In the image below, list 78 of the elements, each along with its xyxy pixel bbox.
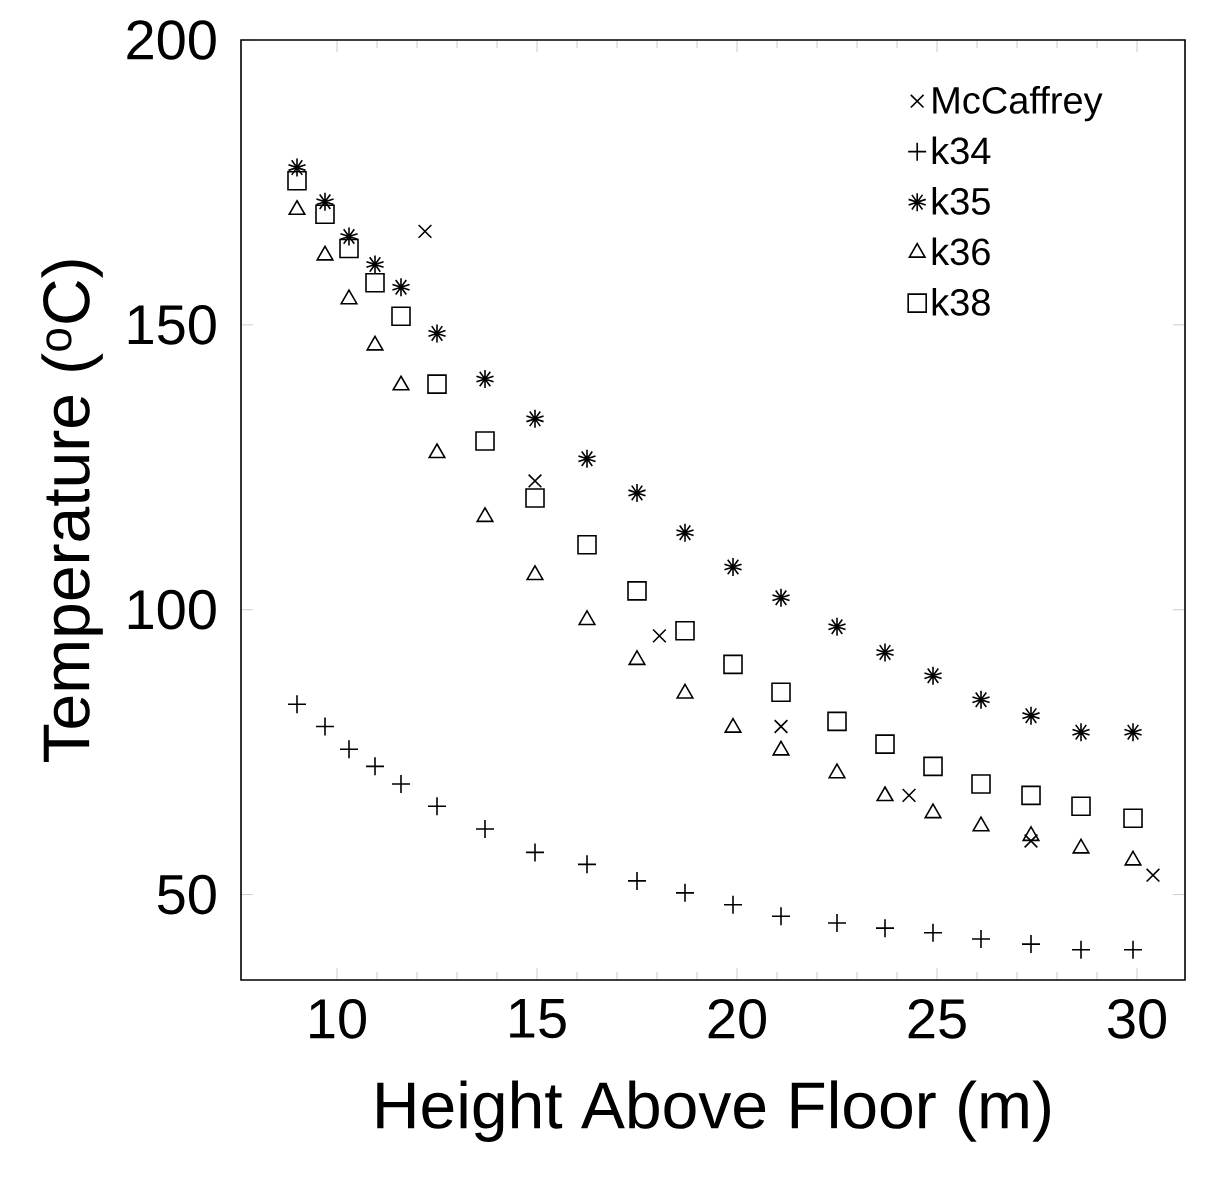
point bbox=[391, 306, 411, 327]
point bbox=[924, 803, 942, 819]
point bbox=[972, 816, 990, 832]
point bbox=[723, 654, 743, 675]
y-tick-label: 200 bbox=[127, 20, 216, 60]
point bbox=[827, 711, 847, 732]
point bbox=[971, 774, 991, 794]
point bbox=[339, 226, 359, 247]
point bbox=[427, 323, 447, 344]
y-axis-title: Temperature ($^{o}$C) bbox=[41, 260, 103, 763]
x-axis-title: Height Above Floor (m) bbox=[377, 1080, 1050, 1142]
x-tick-label: 15 bbox=[510, 999, 566, 1039]
point bbox=[1145, 868, 1161, 883]
legend-label: McCaffrey bbox=[933, 85, 1103, 122]
legend-label: k34 bbox=[932, 136, 991, 165]
point bbox=[417, 224, 433, 239]
point bbox=[340, 289, 358, 305]
legend-label: k36 bbox=[932, 237, 990, 266]
point bbox=[392, 375, 410, 391]
legend-label: k38 bbox=[932, 287, 990, 316]
point bbox=[288, 199, 306, 216]
point bbox=[875, 734, 895, 754]
point bbox=[316, 245, 334, 261]
point bbox=[577, 448, 597, 469]
point bbox=[923, 665, 943, 686]
point bbox=[577, 534, 597, 555]
point bbox=[525, 409, 545, 429]
point bbox=[427, 374, 447, 394]
y-tick-label: 150 bbox=[128, 305, 216, 345]
point bbox=[723, 557, 743, 577]
point bbox=[773, 719, 789, 734]
point bbox=[527, 473, 543, 489]
point bbox=[287, 170, 307, 191]
point bbox=[1023, 833, 1039, 849]
point bbox=[901, 788, 917, 803]
point bbox=[875, 642, 895, 663]
y-tick-label: 50 bbox=[157, 874, 216, 915]
point bbox=[315, 191, 335, 212]
point bbox=[675, 620, 695, 641]
point bbox=[315, 204, 335, 225]
point bbox=[771, 682, 791, 703]
point bbox=[365, 272, 385, 293]
point bbox=[1123, 722, 1143, 742]
point bbox=[339, 238, 359, 259]
point bbox=[971, 689, 991, 710]
point bbox=[628, 650, 646, 666]
point bbox=[923, 756, 943, 777]
point bbox=[1021, 785, 1041, 806]
point bbox=[365, 254, 385, 275]
x-tick-label: 20 bbox=[708, 999, 766, 1039]
legend-label: k35 bbox=[932, 186, 990, 215]
x-tick-label: 30 bbox=[1107, 999, 1166, 1039]
x-tick-label: 10 bbox=[310, 999, 366, 1039]
point bbox=[828, 763, 846, 779]
point bbox=[627, 483, 647, 503]
point bbox=[1071, 796, 1091, 817]
x-tick-label: 25 bbox=[908, 999, 966, 1039]
point bbox=[526, 565, 544, 581]
point bbox=[1021, 705, 1041, 726]
point bbox=[525, 488, 545, 508]
point bbox=[675, 522, 695, 543]
point bbox=[366, 335, 384, 351]
point bbox=[1071, 722, 1091, 742]
point bbox=[827, 616, 847, 637]
point bbox=[287, 157, 307, 178]
point bbox=[771, 587, 791, 608]
point bbox=[627, 581, 647, 601]
y-tick-label: 100 bbox=[128, 589, 216, 630]
point bbox=[578, 610, 596, 626]
point bbox=[1022, 826, 1040, 842]
point bbox=[428, 443, 446, 459]
point bbox=[1123, 808, 1143, 828]
point bbox=[876, 786, 894, 802]
point bbox=[391, 277, 411, 298]
point bbox=[475, 369, 495, 389]
point bbox=[652, 628, 667, 644]
point bbox=[476, 507, 494, 523]
point bbox=[475, 431, 495, 451]
